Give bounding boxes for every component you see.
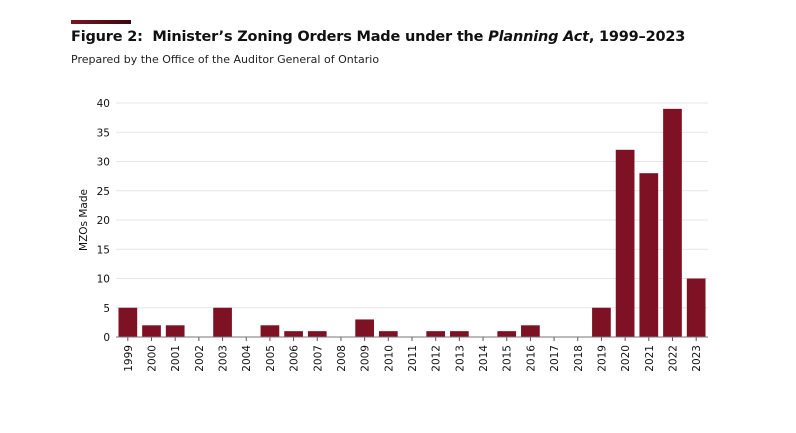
figure-title-post: , 1999–2023 [588, 29, 686, 45]
x-tick-label: 2021 [644, 345, 656, 372]
figure-title: Figure 2: Minister’s Zoning Orders Made … [71, 29, 685, 45]
bar-2020 [615, 149, 635, 337]
bar-2022 [663, 108, 682, 337]
bar-2000 [142, 325, 161, 337]
bar-2003 [213, 307, 232, 337]
x-tick-label: 2014 [478, 345, 490, 372]
y-tick-label: 40 [97, 98, 110, 110]
y-tick-label: 35 [97, 127, 110, 139]
x-tick-label: 2016 [525, 345, 537, 372]
bar-2019 [592, 307, 611, 337]
x-tick-label: 2005 [265, 345, 277, 372]
bar-2023 [686, 278, 706, 337]
y-tick-label: 5 [103, 303, 110, 315]
x-tick-label: 2015 [502, 345, 514, 372]
bar-2005 [260, 325, 280, 337]
x-tick-label: 2000 [147, 345, 159, 372]
x-tick-label: 2019 [596, 345, 608, 372]
x-tick-label: 2001 [170, 345, 182, 372]
bar-2006 [284, 331, 303, 337]
gridlines [116, 102, 708, 309]
x-tick-label: 2007 [312, 345, 324, 372]
x-tick-label: 2017 [549, 345, 561, 372]
bar-2021 [639, 173, 659, 337]
bar-2013 [450, 331, 469, 337]
x-tick-label: 2004 [241, 345, 253, 372]
bar-2016 [521, 325, 540, 337]
x-tick-label: 2002 [194, 345, 206, 372]
y-axis-ticks: 0 5 10 15 20 25 30 35 40 [97, 98, 110, 344]
y-tick-label: 25 [97, 186, 110, 198]
y-tick-label: 15 [97, 244, 110, 256]
x-tick-label: 2023 [691, 345, 703, 372]
figure-title-em: Planning Act [488, 29, 589, 45]
x-tick-label: 2008 [336, 345, 348, 372]
figure-subtitle: Prepared by the Office of the Auditor Ge… [71, 53, 380, 66]
x-tick-label: 2003 [218, 345, 230, 372]
bar-2009 [355, 319, 374, 337]
y-tick-label: 0 [103, 332, 110, 344]
x-axis-ticks: 1999 2000 2001 2002 2003 2004 2005 2006 2007 2008… [123, 337, 703, 372]
x-tick-label: 2010 [383, 345, 395, 372]
figure-title-pre: Minister’s Zoning Orders Made under the [152, 29, 484, 45]
bar-1999 [118, 307, 138, 337]
bar-2015 [497, 331, 517, 337]
figure-label: Figure 2: [71, 29, 143, 45]
x-tick-label: 2022 [667, 345, 679, 372]
bars [118, 108, 706, 337]
bar-2001 [165, 325, 185, 337]
y-tick-label: 10 [97, 274, 110, 286]
x-tick-label: 1999 [123, 345, 135, 372]
y-tick-label: 20 [97, 215, 110, 227]
x-tick-label: 2011 [407, 345, 419, 372]
bar-2007 [307, 331, 327, 337]
x-tick-label: 2020 [620, 345, 632, 372]
y-tick-label: 30 [97, 157, 110, 169]
x-tick-label: 2006 [289, 345, 301, 372]
y-axis-title: MZOs Made [78, 189, 90, 251]
x-tick-label: 2012 [431, 345, 443, 372]
bar-2012 [426, 331, 446, 337]
x-tick-label: 2009 [360, 345, 372, 372]
bar-2010 [378, 331, 398, 337]
x-tick-label: 2018 [573, 345, 585, 372]
x-tick-label: 2013 [454, 345, 466, 372]
title-accent-bar [71, 20, 131, 24]
